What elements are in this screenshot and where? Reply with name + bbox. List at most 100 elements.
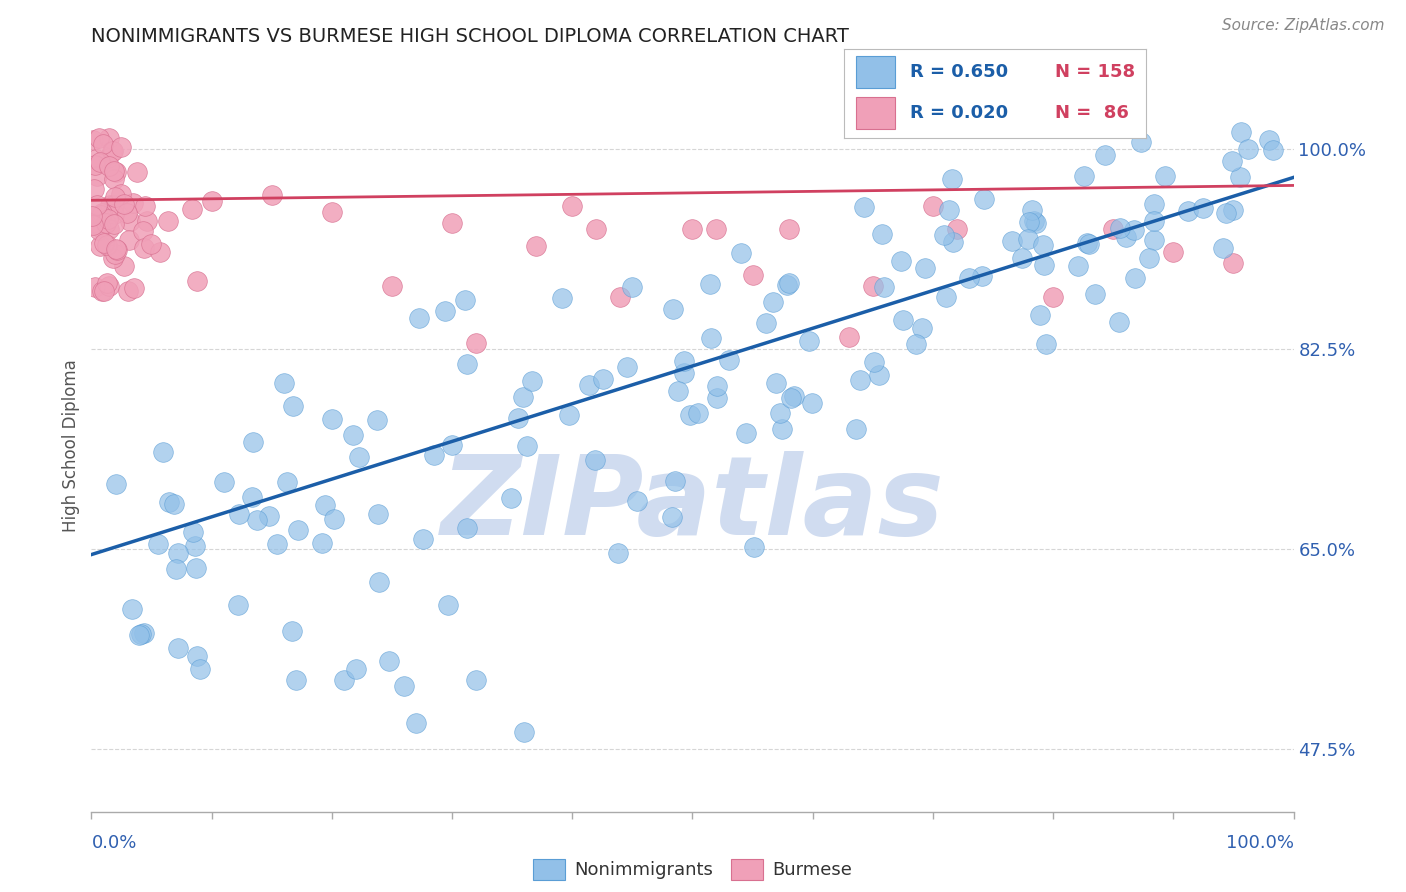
Point [516, 440, 538, 454]
Point [120, 214, 142, 228]
Point [152, 445, 174, 459]
Point [1033, 258, 1056, 272]
Point [333, 673, 356, 688]
Point [454, 293, 477, 308]
Point [101, 144, 124, 158]
Point [780, 391, 803, 405]
Point [125, 165, 148, 179]
Point [83, 182, 105, 196]
Point [321, 412, 343, 426]
Point [132, 625, 155, 640]
Text: NONIMMIGRANTS VS BURMESE HIGH SCHOOL DIPLOMA CORRELATION CHART: NONIMMIGRANTS VS BURMESE HIGH SCHOOL DIP… [91, 27, 849, 45]
Point [609, 290, 631, 304]
Point [87, 223, 110, 237]
Point [1258, 133, 1281, 147]
Point [673, 354, 696, 368]
Point [184, 561, 207, 575]
Point [104, 242, 127, 256]
Text: Source: ZipAtlas.com: Source: ZipAtlas.com [1222, 18, 1385, 33]
Point [513, 724, 536, 739]
Point [101, 251, 124, 265]
Point [1143, 233, 1166, 247]
Point [972, 269, 994, 284]
Point [186, 649, 208, 664]
Point [870, 227, 893, 241]
Point [891, 313, 914, 327]
Point [742, 540, 765, 554]
Point [167, 545, 190, 559]
Point [778, 276, 800, 290]
Point [1035, 336, 1057, 351]
Point [616, 359, 638, 374]
Point [679, 408, 702, 422]
Point [1001, 235, 1024, 249]
Point [98, 278, 121, 293]
Point [342, 427, 364, 442]
Point [1123, 271, 1146, 285]
Point [121, 601, 143, 615]
Point [672, 366, 695, 380]
Point [83, 279, 105, 293]
Point [287, 523, 309, 537]
Point [367, 574, 389, 589]
Point [1220, 153, 1243, 168]
Point [367, 507, 389, 521]
Point [1236, 142, 1258, 156]
Point [620, 280, 643, 294]
Point [1042, 290, 1064, 304]
Point [110, 187, 132, 202]
Point [706, 379, 728, 393]
Point [378, 654, 401, 668]
Point [506, 410, 529, 425]
Point [914, 260, 936, 275]
Point [112, 259, 135, 273]
Point [551, 291, 574, 305]
Point [80, 216, 103, 230]
Point [93, 285, 115, 299]
Point [105, 476, 128, 491]
Point [148, 537, 170, 551]
Point [157, 494, 180, 508]
Point [935, 290, 957, 304]
Point [741, 268, 763, 282]
Point [180, 202, 202, 216]
Point [1130, 135, 1153, 149]
Point [103, 207, 125, 221]
Point [1025, 216, 1047, 230]
Point [167, 641, 190, 656]
Point [664, 474, 686, 488]
Point [717, 353, 740, 368]
Point [1028, 309, 1050, 323]
Point [103, 217, 125, 231]
Point [283, 400, 305, 414]
Point [606, 546, 628, 560]
Point [122, 280, 145, 294]
Point [1108, 315, 1130, 329]
Point [321, 204, 343, 219]
Text: 0.0%: 0.0% [91, 834, 136, 852]
Point [700, 331, 723, 345]
Point [1076, 236, 1098, 251]
Point [776, 278, 799, 293]
Point [904, 337, 927, 351]
Point [973, 192, 995, 206]
Point [181, 524, 204, 539]
Text: R = 0.650: R = 0.650 [910, 63, 1008, 81]
Point [91, 136, 114, 151]
Point [90, 208, 112, 222]
Point [212, 475, 235, 489]
Point [276, 475, 298, 490]
Point [769, 406, 792, 420]
Point [465, 673, 488, 688]
Point [1143, 214, 1166, 228]
Point [98, 198, 121, 212]
Point [101, 144, 124, 158]
Point [1066, 259, 1088, 273]
Point [96, 238, 118, 252]
Point [456, 521, 478, 535]
Point [1032, 238, 1054, 252]
Point [585, 453, 607, 467]
Point [862, 279, 884, 293]
Point [344, 662, 367, 676]
Point [240, 490, 263, 504]
